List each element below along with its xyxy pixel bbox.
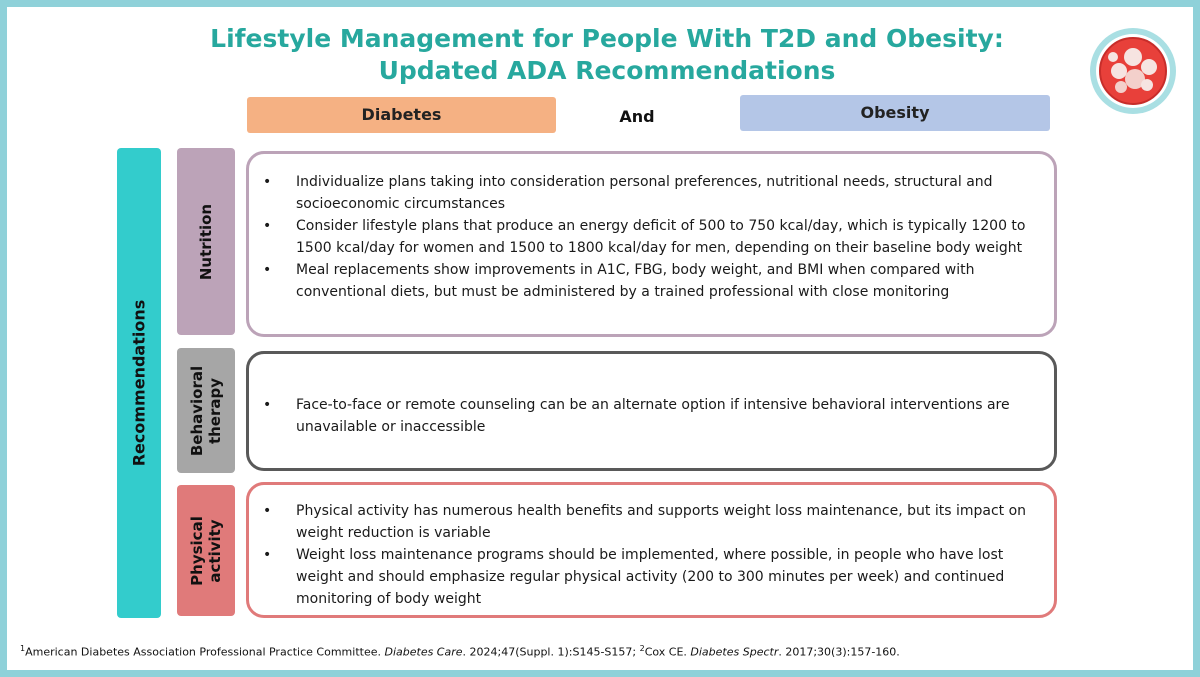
nutrition-box: Individualize plans taking into consider… — [246, 151, 1057, 337]
physical-bullet-2: Weight loss maintenance programs should … — [263, 544, 1038, 610]
recommendations-label: Recommendations — [129, 299, 149, 467]
ref1-journal: Diabetes Care — [384, 645, 463, 659]
physical-bullet-1: Physical activity has numerous health be… — [263, 500, 1038, 544]
behavioral-label-line-1: Behavioral — [188, 365, 206, 456]
obesity-label: Obesity — [740, 95, 1050, 131]
nutrition-bullets: Individualize plans taking into consider… — [263, 171, 1038, 303]
physical-label-line-1: Physical — [188, 515, 206, 586]
nutrition-label: Nutrition — [197, 203, 215, 280]
nutrition-bullet-1: Individualize plans taking into consider… — [263, 171, 1038, 215]
physical-bullets: Physical activity has numerous health be… — [263, 500, 1038, 610]
behavioral-bullet-1: Face-to-face or remote counseling can be… — [263, 394, 1038, 438]
and-label: And — [619, 107, 655, 126]
ref2-text: Cox CE. — [644, 645, 691, 659]
nutrition-bullet-2: Consider lifestyle plans that produce an… — [263, 215, 1038, 259]
ref1-details: . 2024;47(Suppl. 1):S145-S157; — [462, 645, 640, 659]
behavioral-bullets: Face-to-face or remote counseling can be… — [263, 394, 1038, 438]
physical-activity-label: Physical activity — [188, 516, 224, 586]
nutrition-bullet-3: Meal replacements show improvements in A… — [263, 259, 1038, 303]
physical-label-line-2: activity — [206, 518, 224, 583]
ref2-number: 2 — [639, 644, 645, 653]
diabetes-label: Diabetes — [247, 97, 556, 133]
behavioral-therapy-label: Behavioral therapy — [188, 365, 224, 455]
fat-cell-logo-icon — [1090, 28, 1176, 114]
nutrition-category: Nutrition — [177, 148, 235, 335]
behavioral-label-line-2: therapy — [206, 377, 224, 444]
title-line-1: Lifestyle Management for People With T2D… — [210, 24, 1004, 53]
title-line-2: Updated ADA Recommendations — [378, 56, 836, 85]
ref2-journal: Diabetes Spectr — [690, 645, 779, 659]
behavioral-therapy-box: Face-to-face or remote counseling can be… — [246, 351, 1057, 471]
page-title: Lifestyle Management for People With T2D… — [157, 23, 1057, 87]
ref1-number: 1 — [20, 644, 26, 653]
behavioral-therapy-category: Behavioral therapy — [177, 348, 235, 473]
physical-activity-category: Physical activity — [177, 485, 235, 616]
ref1-text: American Diabetes Association Profession… — [25, 645, 385, 659]
references-footnote: 1American Diabetes Association Professio… — [20, 644, 1180, 659]
physical-activity-box: Physical activity has numerous health be… — [246, 482, 1057, 618]
recommendations-bar: Recommendations — [117, 148, 161, 618]
ref2-details: . 2017;30(3):157-160. — [778, 645, 900, 659]
